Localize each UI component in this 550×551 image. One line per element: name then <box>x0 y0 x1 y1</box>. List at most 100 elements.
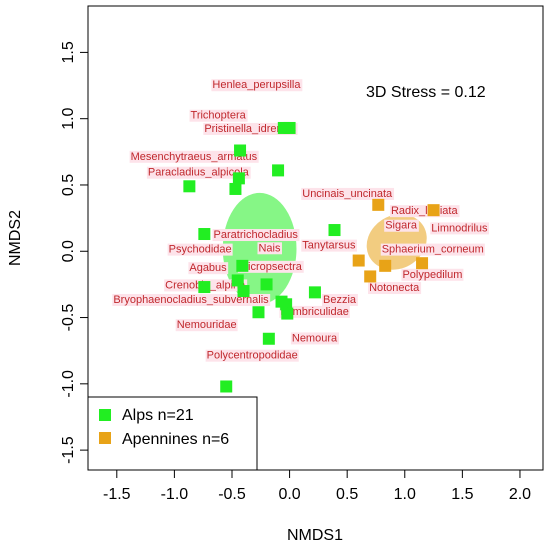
taxon-label-bg <box>301 187 395 200</box>
taxon-labels: Henlea_perupsilla TrichopteraPristinella_… <box>112 79 490 362</box>
taxon-label-text: Polycentropodidae <box>207 350 298 362</box>
taxon-label-bg <box>290 332 340 345</box>
y-tick-label: 1.0 <box>60 107 77 129</box>
x-axis: -1.5 -1.0 -0.5 0.0 0.5 1.0 1.5 2.0 <box>103 469 531 503</box>
point-alps-20 <box>220 380 233 393</box>
legend-box <box>87 396 258 471</box>
legend-swatch-alps <box>99 409 111 421</box>
point-alps-8 <box>198 228 211 241</box>
taxon-label-bg <box>211 79 303 92</box>
taxon-label-radix-labiata: Radix_labiata <box>389 205 460 218</box>
taxon-label-bg <box>401 268 464 281</box>
taxon-label-lumbriculidae: Lumbriculidae <box>279 305 350 318</box>
taxon-label-sigara: Sigara <box>384 219 419 232</box>
y-tick-label: -1.5 <box>60 436 77 464</box>
taxon-label-bg <box>203 122 298 135</box>
taxon-label-text: Nemoura <box>292 332 338 344</box>
taxon-label-text: Paratrichocladius <box>214 229 299 241</box>
y-tick-label: -1.0 <box>60 370 77 398</box>
taxon-label-mesenchytraeus-armatus: Mesenchytraeus_armatus <box>129 150 259 163</box>
point-alps-13 <box>198 281 211 294</box>
point-alps-7 <box>183 180 196 193</box>
taxon-label-text: Sigara <box>385 220 418 232</box>
taxon-label-bg <box>237 260 304 273</box>
taxon-label-bg <box>384 219 419 232</box>
y-tick-label: -0.5 <box>60 304 77 332</box>
x-tick-label: 1.0 <box>394 486 416 503</box>
y-tick-label: 0.0 <box>60 240 77 262</box>
taxon-label-text: Mesenchytraeus_armatus <box>131 151 258 163</box>
point-apennines-5 <box>416 257 429 270</box>
taxon-label-polycentropodidae: Polycentropodidae <box>205 349 299 362</box>
taxon-label-tanytarsus: Tanytarsus <box>301 239 357 252</box>
point-alps-4 <box>272 164 285 177</box>
point-alps-3 <box>234 144 247 157</box>
point-alps-15 <box>308 286 321 299</box>
taxon-label-bg <box>321 293 358 306</box>
taxon-label-text: Nemouridae <box>177 319 237 331</box>
x-tick-label: -1.0 <box>161 486 189 503</box>
taxon-label-text: Psychodidae <box>169 244 232 256</box>
taxon-label-text: Polypedilum <box>402 269 462 281</box>
taxon-label-limnodrilus: Limnodrilus <box>430 222 490 235</box>
taxon-label-micropsectra: Micropsectra <box>237 260 304 273</box>
taxon-label-text: Henlea_perupsilla <box>212 79 301 91</box>
taxon-label-trichoptera: Trichoptera <box>189 109 248 122</box>
taxon-label-sphaerium-corneum: Sphaerium_corneum <box>380 243 485 256</box>
taxon-label-bg <box>389 205 460 218</box>
legend-swatch-apennines <box>99 432 111 444</box>
y-axis-title: NMDS2 <box>7 210 24 266</box>
taxon-label-psychodidae: Psychodidae <box>167 243 233 256</box>
taxon-label-text: Bryophaenocladius_subvernalis <box>113 294 269 306</box>
x-tick-label: -0.5 <box>218 486 246 503</box>
taxon-label-text: Uncinais_uncinata <box>302 188 393 200</box>
taxon-label-nemoura: Nemoura <box>290 332 340 345</box>
taxon-label-paratrichocladius: Paratrichocladius <box>212 229 300 242</box>
taxon-label-pristinella-idrensis: Pristinella_idrensis <box>203 122 298 135</box>
taxon-label-bg <box>188 262 229 275</box>
taxon-label-bg <box>301 239 357 252</box>
taxon-label-text: Trichoptera <box>191 110 247 122</box>
taxon-label-bg <box>112 293 271 306</box>
taxon-label-bg <box>129 150 259 163</box>
taxon-label-bg <box>430 222 490 235</box>
legend: Alps n=21 Apennines n=6 <box>87 396 258 471</box>
taxon-label-text: Agabus <box>189 262 227 274</box>
taxon-label-polypedilum: Polypedilum <box>401 268 464 281</box>
point-alps-21 <box>275 295 288 308</box>
point-apennines-6 <box>364 270 377 283</box>
legend-label-alps: Alps n=21 <box>122 407 194 424</box>
y-tick-label: 1.5 <box>60 41 77 63</box>
taxon-label-bezzia: Bezzia <box>321 293 358 306</box>
stress-annotation: 3D Stress = 0.12 <box>366 84 486 101</box>
x-axis-title: NMDS1 <box>287 527 343 544</box>
point-apennines-2 <box>427 204 440 217</box>
x-tick-label: 0.0 <box>278 486 300 503</box>
site-points <box>183 121 440 393</box>
taxon-label-text: Limnodrilus <box>431 222 488 234</box>
point-alps-6 <box>229 182 242 195</box>
taxon-label-text: Radix_labiata <box>391 205 459 217</box>
y-tick-label: 0.5 <box>60 174 77 196</box>
taxon-label-bg <box>257 242 282 255</box>
taxon-label-text: Notonecta <box>369 282 420 294</box>
point-alps-19 <box>262 332 275 345</box>
x-tick-label: 2.0 <box>509 486 531 503</box>
x-tick-label: 0.5 <box>336 486 358 503</box>
point-alps-10 <box>236 259 249 272</box>
taxon-label-bg <box>175 319 238 332</box>
taxon-label-text: Pristinella_idrensis <box>204 123 296 135</box>
taxon-label-bg <box>205 349 299 362</box>
point-alps-9 <box>328 224 341 237</box>
taxon-label-bg <box>368 282 422 295</box>
taxon-label-text: Bezzia <box>323 294 357 306</box>
taxon-label-agabus: Agabus <box>188 262 229 275</box>
point-alps-14 <box>237 285 250 298</box>
point-apennines-1 <box>372 198 385 211</box>
taxon-label-text: Tanytarsus <box>302 240 356 252</box>
taxon-label-text: Micropsectra <box>239 261 303 273</box>
point-alps-5 <box>232 172 245 185</box>
taxon-label-bg <box>189 109 248 122</box>
legend-label-apennines: Apennines n=6 <box>122 431 229 448</box>
